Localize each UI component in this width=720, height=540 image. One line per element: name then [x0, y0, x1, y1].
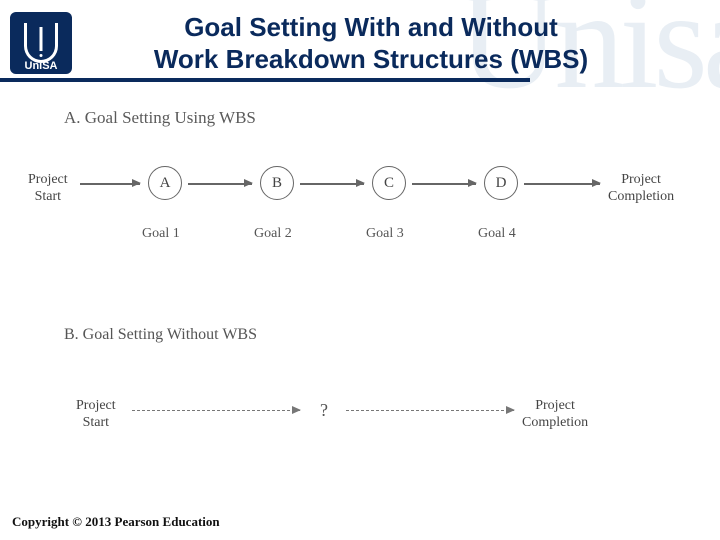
node-a: A [148, 166, 182, 200]
label-text: Completion [522, 415, 588, 430]
section-b-title: B. Goal Setting Without WBS [64, 326, 692, 344]
copyright: Copyright © 2013 Pearson Education [12, 514, 220, 530]
arrow [80, 183, 140, 185]
page-title: Goal Setting With and Without Work Break… [72, 11, 720, 76]
label-project-completion-a: Project Completion [608, 172, 674, 206]
label-project-start-b: Project Start [76, 398, 116, 432]
header: UniSA Goal Setting With and Without Work… [0, 0, 720, 78]
label-project-start-a: Project Start [28, 172, 68, 206]
label-text: Project [28, 172, 68, 187]
label-text: Project [76, 398, 116, 413]
label-project-completion-b: Project Completion [522, 398, 588, 432]
goal-4-label: Goal 4 [478, 226, 516, 242]
label-text: Start [35, 189, 61, 204]
brand-logo: UniSA [10, 12, 72, 74]
brand-name: UniSA [10, 60, 72, 72]
node-d: D [484, 166, 518, 200]
question-mark: ? [312, 400, 336, 421]
title-underline [0, 78, 530, 82]
diagram-b: Project Start ? Project Completion [28, 398, 692, 478]
label-text: Project [621, 172, 661, 187]
goal-1-label: Goal 1 [142, 226, 180, 242]
goal-2-label: Goal 2 [254, 226, 292, 242]
goal-3-label: Goal 3 [366, 226, 404, 242]
diagram-a: Project Start A B C D Project Completion… [28, 166, 692, 286]
arrow [524, 183, 600, 185]
arrow [188, 183, 252, 185]
arrow [300, 183, 364, 185]
title-line-2: Work Breakdown Structures (WBS) [72, 43, 670, 76]
node-c: C [372, 166, 406, 200]
node-b: B [260, 166, 294, 200]
section-a-title: A. Goal Setting Using WBS [64, 108, 692, 128]
label-text: Completion [608, 189, 674, 204]
label-text: Start [83, 415, 109, 430]
label-text: Project [535, 398, 575, 413]
content: A. Goal Setting Using WBS Project Start … [0, 78, 720, 478]
title-line-1: Goal Setting With and Without [72, 11, 670, 44]
dashed-arrow [132, 410, 300, 411]
dashed-arrow [346, 410, 514, 411]
arrow [412, 183, 476, 185]
